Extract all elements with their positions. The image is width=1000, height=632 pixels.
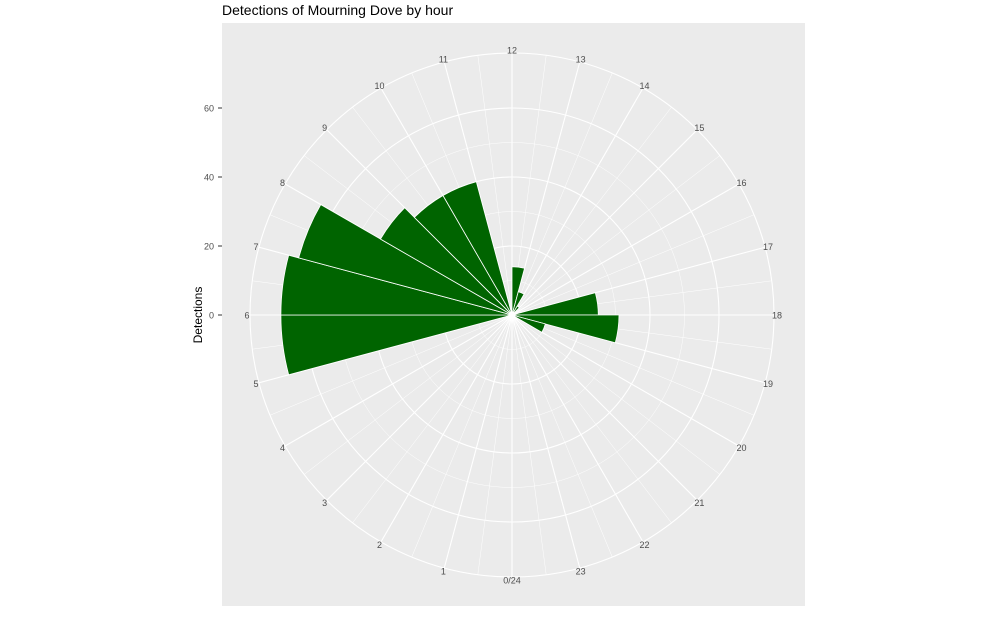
y-tick-label-20: 20 <box>204 242 214 252</box>
radial-gridline <box>511 155 721 316</box>
hour-label-13: 13 <box>576 55 586 65</box>
y-tick-label-0: 0 <box>209 311 214 321</box>
radial-gridline <box>284 314 513 447</box>
radial-gridline <box>477 55 513 316</box>
hour-labels: 0/24123456789101112131415161718192021222… <box>244 46 782 586</box>
hour-label-9: 9 <box>322 123 327 133</box>
radial-gridline <box>443 314 513 569</box>
radial-gridline <box>511 87 644 316</box>
radial-gridline <box>303 314 513 475</box>
radial-gridline <box>511 129 698 316</box>
y-axis-title: Detections <box>191 287 205 344</box>
hour-label-4: 4 <box>280 443 285 453</box>
radial-gridline <box>511 106 672 316</box>
radial-gridline <box>511 183 740 316</box>
radial-gridline <box>511 314 721 475</box>
radial-gridline <box>326 314 513 501</box>
radial-gridline <box>511 314 672 524</box>
hour-label-8: 8 <box>280 178 285 188</box>
ring-gridline-outer <box>249 52 775 578</box>
radial-gridline <box>511 314 581 569</box>
radial-gridline <box>511 72 613 316</box>
bar-hour-6 <box>280 254 513 316</box>
bar-hour-8 <box>379 207 513 316</box>
hour-label-3: 3 <box>322 498 327 508</box>
bar-hour-10 <box>442 181 513 316</box>
radial-gridline <box>269 314 513 416</box>
y-tick-label-40: 40 <box>204 173 214 183</box>
bar-hour-14 <box>511 305 520 316</box>
radial-gridline <box>511 314 644 543</box>
hour-label-14: 14 <box>639 81 649 91</box>
hour-label-7: 7 <box>253 242 258 252</box>
hour-label-10: 10 <box>374 81 384 91</box>
bar-hour-19 <box>511 314 546 333</box>
hour-label-0: 0/24 <box>503 576 521 586</box>
radial-gridline <box>511 314 755 416</box>
chart-title: Detections of Mourning Dove by hour <box>222 2 454 18</box>
radial-gridline <box>511 314 547 575</box>
hour-label-11: 11 <box>439 55 448 65</box>
radial-gridline <box>511 214 755 316</box>
hour-label-18: 18 <box>772 311 782 321</box>
radial-gridline <box>477 314 513 575</box>
radial-gridline <box>380 314 513 543</box>
hour-label-23: 23 <box>576 567 586 577</box>
bars <box>280 181 620 376</box>
y-axis: 0 20 40 60 <box>204 104 222 321</box>
hour-label-19: 19 <box>763 379 773 389</box>
hour-label-2: 2 <box>377 540 382 550</box>
hour-label-5: 5 <box>253 379 258 389</box>
radial-gridline <box>411 314 513 558</box>
radial-gridline <box>511 314 698 501</box>
hour-label-1: 1 <box>441 567 446 577</box>
hour-label-17: 17 <box>763 242 773 252</box>
radial-gridline <box>352 314 513 524</box>
hour-label-21: 21 <box>694 498 704 508</box>
hour-label-16: 16 <box>736 178 746 188</box>
hour-label-12: 12 <box>507 46 517 56</box>
hour-label-15: 15 <box>694 123 704 133</box>
radial-gridline <box>511 314 740 447</box>
hour-label-6: 6 <box>244 311 249 321</box>
y-tick-label-60: 60 <box>204 104 214 114</box>
radial-gridline <box>511 314 613 558</box>
hour-label-20: 20 <box>736 443 746 453</box>
bar-hour-7 <box>298 204 513 316</box>
hour-label-22: 22 <box>639 540 649 550</box>
